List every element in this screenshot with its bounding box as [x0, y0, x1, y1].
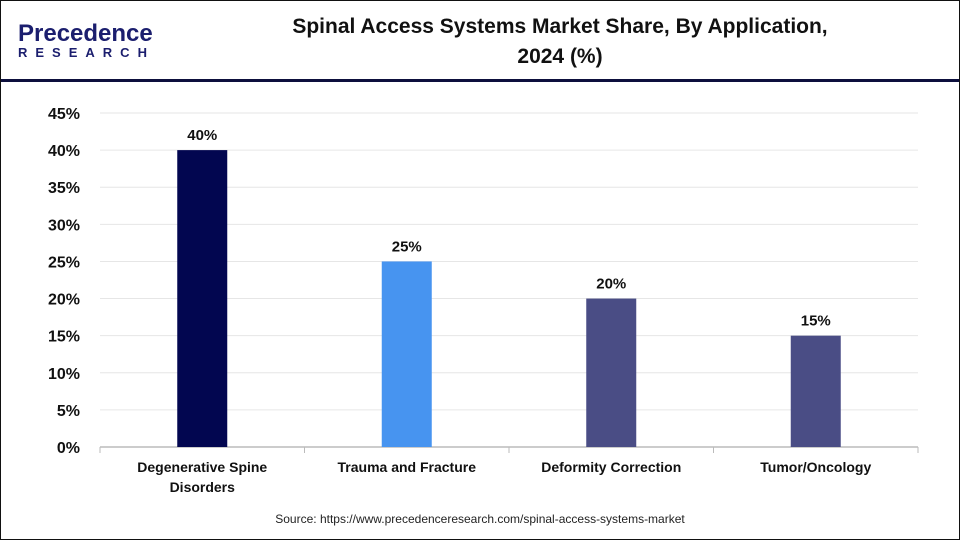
bar — [177, 150, 228, 447]
header-divider — [1, 79, 959, 82]
y-tick-label: 40% — [48, 143, 80, 160]
logo-subtext: RESEARCH — [18, 45, 155, 60]
y-tick-label: 10% — [48, 366, 80, 383]
source-note: Source: https://www.precedenceresearch.c… — [275, 512, 685, 526]
data-label: 25% — [392, 238, 422, 255]
logo: Precedence RESEARCH — [18, 20, 155, 60]
title-line-2: 2024 (%) — [517, 45, 603, 68]
bar — [586, 298, 637, 447]
x-category-label: Trauma and Fracture — [338, 459, 477, 475]
bar — [381, 261, 432, 447]
y-tick-label: 20% — [48, 292, 80, 309]
x-category-label: Deformity Correction — [541, 459, 681, 475]
y-tick-label: 15% — [48, 329, 80, 346]
x-category-label: Tumor/Oncology — [760, 459, 871, 475]
y-tick-label: 30% — [48, 217, 80, 234]
data-label: 15% — [801, 313, 831, 330]
chart-title: Spinal Access Systems Market Share, By A… — [200, 12, 920, 72]
bar — [790, 335, 841, 447]
x-category-label: Degenerative Spine — [137, 459, 267, 475]
x-category-label: Disorders — [170, 479, 236, 495]
y-tick-label: 25% — [48, 254, 80, 271]
logo-text: Precedence — [18, 20, 153, 47]
y-tick-label: 0% — [57, 440, 80, 457]
y-tick-label: 45% — [48, 106, 80, 123]
data-label: 20% — [596, 276, 626, 293]
y-tick-label: 35% — [48, 180, 80, 197]
y-tick-label: 5% — [57, 403, 80, 420]
title-line-1: Spinal Access Systems Market Share, By A… — [292, 15, 828, 38]
data-label: 40% — [187, 127, 217, 144]
